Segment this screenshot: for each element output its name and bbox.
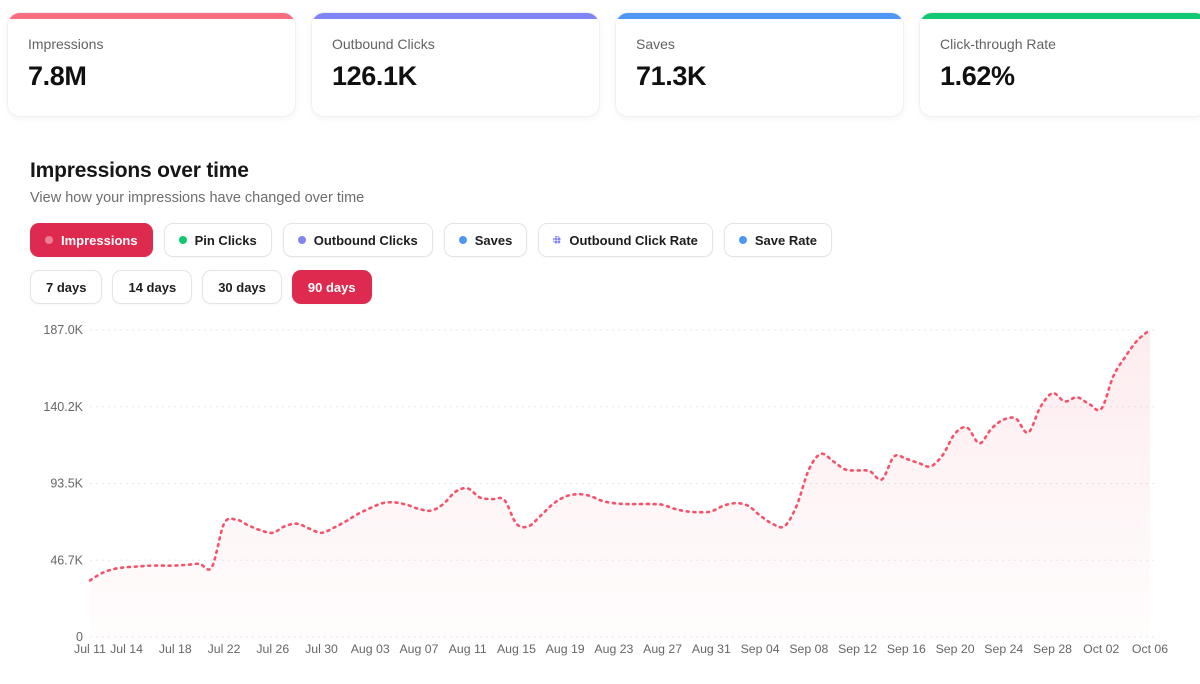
- series-dot-icon: [553, 236, 562, 244]
- x-axis-tick-label: Sep 04: [741, 642, 780, 656]
- range-pill-7-days[interactable]: 7 days: [30, 270, 103, 304]
- series-dot-icon: [297, 236, 306, 244]
- x-axis-tick-label: Aug 07: [399, 642, 438, 656]
- range-pill-90-days[interactable]: 90 days: [291, 270, 372, 304]
- impressions-area-fill: [90, 330, 1150, 637]
- card-label: Click-through Rate: [940, 36, 1056, 52]
- x-axis-tick-label: Aug 19: [546, 642, 585, 656]
- card-label: Impressions: [28, 36, 104, 52]
- chart-area: 187.0K 140.2K 93.5K 46.7K 0 Jul 11 Jul 14 Jul 1…: [0, 317, 1200, 684]
- metric-pill-label: Impressions: [61, 232, 138, 248]
- card-value: 71.3K: [636, 61, 707, 91]
- x-axis-tick-label: Jul 30: [305, 642, 338, 656]
- x-axis-tick-label: Aug 27: [643, 642, 682, 656]
- card-accent-bar: [8, 13, 295, 19]
- card-accent-bar: [312, 13, 599, 19]
- stat-card-outbound-clicks[interactable]: Outbound Clicks 126.1K: [312, 13, 599, 116]
- section-title: Impressions over time: [30, 159, 249, 182]
- x-axis-tick-label: Jul 11: [74, 642, 106, 656]
- x-axis-tick-label: Jul 22: [208, 642, 241, 656]
- x-axis-tick-label: Jul 18: [159, 642, 192, 656]
- range-pill-label: 30 days: [218, 279, 266, 295]
- section-subtitle: View how your impressions have changed o…: [30, 190, 365, 206]
- card-accent-bar: [616, 13, 903, 19]
- x-axis-tick-label: Jul 14: [110, 642, 143, 656]
- metric-pill-outbound-click-rate[interactable]: Outbound Click Rate: [538, 223, 713, 257]
- impressions-series-line: [88, 328, 1152, 582]
- stat-card-saves[interactable]: Saves 71.3K: [616, 13, 903, 116]
- x-axis-tick-label: Aug 23: [594, 642, 633, 656]
- y-axis-tick-label: 46.7K: [50, 553, 83, 567]
- metric-pill-label: Saves: [474, 232, 513, 248]
- metric-pill-outbound-clicks[interactable]: Outbound Clicks: [282, 223, 433, 257]
- y-axis-tick-label: 140.2K: [43, 400, 83, 414]
- card-label: Outbound Clicks: [332, 36, 435, 52]
- card-value: 126.1K: [332, 61, 417, 91]
- series-dot-icon: [738, 236, 747, 244]
- card-accent-bar: [920, 13, 1200, 19]
- x-axis-tick-label: Aug 03: [351, 642, 390, 656]
- card-label: Saves: [636, 36, 675, 52]
- x-axis-tick-label: Oct 06: [1132, 642, 1168, 656]
- x-axis-tick-label: Sep 28: [1033, 642, 1072, 656]
- range-pills-row: 7 days 14 days 30 days 90 days: [30, 270, 1200, 304]
- stat-cards-row: Impressions 7.8M Outbound Clicks 126.1K Save…: [0, 0, 1200, 116]
- metric-pill-label: Save Rate: [754, 232, 818, 248]
- metric-pill-label: Outbound Clicks: [313, 232, 418, 248]
- range-pill-label: 14 days: [128, 279, 177, 295]
- metric-pill-impressions[interactable]: Impressions: [30, 223, 153, 257]
- x-axis-tick-label: Aug 15: [497, 642, 536, 656]
- metric-pill-saves[interactable]: Saves: [443, 223, 528, 257]
- metric-pills-row: Impressions Pin Clicks Outbound Clicks Save…: [30, 223, 1200, 257]
- x-axis-tick-label: Sep 16: [887, 642, 926, 656]
- range-pill-30-days[interactable]: 30 days: [202, 270, 282, 304]
- x-axis-tick-label: Sep 24: [984, 642, 1023, 656]
- series-dot-icon: [45, 236, 53, 244]
- x-axis-tick-label: Oct 02: [1083, 642, 1119, 656]
- card-value: 7.8M: [28, 61, 87, 91]
- y-axis-tick-label: 93.5K: [50, 477, 83, 491]
- series-dot-icon: [458, 236, 467, 244]
- x-axis-tick-label: Sep 20: [936, 642, 975, 656]
- impressions-over-time-section: Impressions over time View how your impr…: [0, 116, 1200, 304]
- metric-pill-save-rate[interactable]: Save Rate: [723, 223, 833, 257]
- x-axis-tick-label: Sep 12: [838, 642, 877, 656]
- stat-card-click-through-rate[interactable]: Click-through Rate 1.62%: [920, 13, 1200, 116]
- y-axis-tick-label: 0: [76, 630, 83, 644]
- card-value: 1.62%: [940, 61, 1015, 91]
- range-pill-label: 7 days: [46, 279, 87, 295]
- range-pill-label: 90 days: [307, 279, 356, 295]
- metric-pill-label: Pin Clicks: [194, 232, 257, 248]
- x-axis-tick-label: Sep 08: [789, 642, 828, 656]
- series-dot-icon: [178, 236, 187, 244]
- range-pill-14-days[interactable]: 14 days: [112, 270, 193, 304]
- x-axis-tick-label: Aug 31: [692, 642, 731, 656]
- stat-card-impressions[interactable]: Impressions 7.8M: [8, 13, 295, 116]
- x-axis-tick-label: Jul 26: [256, 642, 289, 656]
- x-axis-tick-label: Aug 11: [449, 642, 487, 656]
- metric-pill-label: Outbound Click Rate: [569, 232, 698, 248]
- metric-pill-pin-clicks[interactable]: Pin Clicks: [163, 223, 272, 257]
- y-axis-tick-label: 187.0K: [43, 323, 83, 337]
